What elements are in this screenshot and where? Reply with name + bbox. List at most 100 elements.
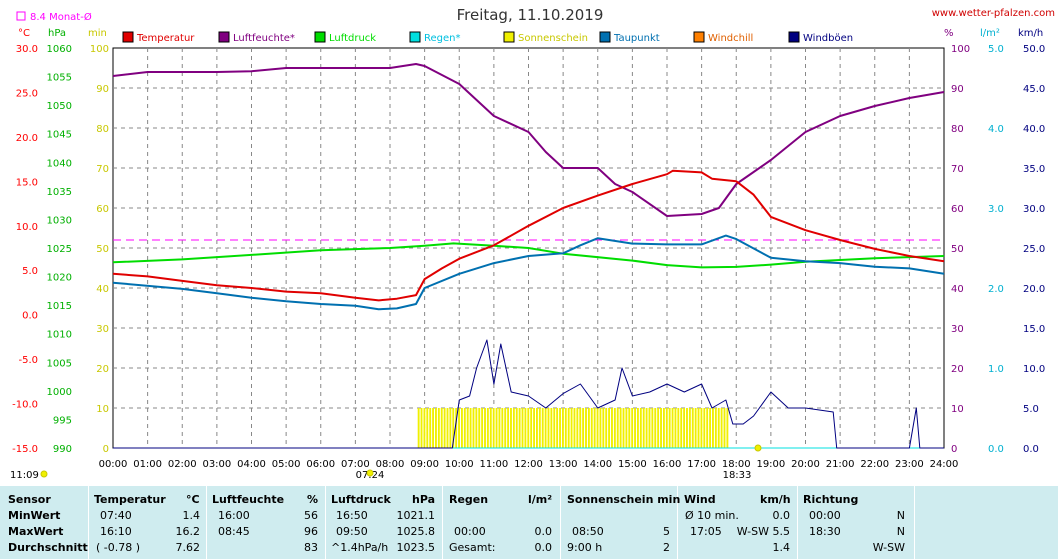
- tick-label-humidity_percent: 100: [951, 44, 970, 55]
- tick-label-time: 21:00: [826, 459, 855, 470]
- tick-label-time: 06:00: [306, 459, 335, 470]
- tick-label-sunshine_min: 10: [96, 404, 109, 415]
- avg-rain-label: Gesamt:: [449, 541, 496, 554]
- sunshine-bar: [553, 408, 556, 448]
- tick-label-temperature_c: 15.0: [16, 177, 38, 188]
- sunshine-bar: [700, 408, 703, 448]
- avg-dir-value: W-SW: [872, 541, 905, 554]
- tick-label-humidity_percent: 80: [951, 124, 964, 135]
- sunshine-bar: [691, 408, 694, 448]
- max-press-time: 09:50: [336, 525, 368, 538]
- sunshine-bar: [662, 408, 665, 448]
- sunshine-bar: [547, 408, 550, 448]
- tick-label-sunshine_min: 100: [90, 44, 109, 55]
- max-sun-time: 08:50: [572, 525, 604, 538]
- max-hum-time: 08:45: [218, 525, 250, 538]
- sunshine-bar: [518, 408, 521, 448]
- tick-label-time: 24:00: [930, 459, 959, 470]
- sunshine-bar: [616, 408, 619, 448]
- series-line-luftdruck: [112, 242, 945, 269]
- sunshine-bar: [541, 408, 544, 448]
- sunshine-bar: [631, 408, 634, 448]
- sunshine-bar: [510, 408, 512, 448]
- sunshine-bar: [613, 408, 616, 448]
- tick-label-pressure_hpa: 1030: [47, 215, 72, 226]
- sunshine-bar: [585, 408, 587, 448]
- chart-title: Freitag, 11.10.2019: [457, 6, 604, 24]
- sunshine-bar: [674, 408, 677, 448]
- tick-label-time: 00:00: [99, 459, 128, 470]
- tick-label-wind_kmh: 15.0: [1023, 324, 1045, 335]
- axis-labels: 30.0 25.0 20.0 15.0 10.0 5.0 0.0 -5.0 -10.0 -15.0…: [12, 44, 1045, 470]
- sunshine-bar: [625, 408, 628, 448]
- tick-label-humidity_percent: 60: [951, 204, 964, 215]
- min-temp-value: 1.4: [182, 509, 201, 522]
- sunshine-bar: [492, 408, 495, 448]
- sunshine-bar: [417, 408, 420, 448]
- max-wind-time: 17:05: [690, 525, 722, 538]
- sunshine-bar: [423, 408, 426, 448]
- sunshine-bar: [605, 408, 608, 448]
- site-link[interactable]: www.wetter-pfalzen.com: [932, 8, 1055, 19]
- tick-label-temperature_c: -10.0: [12, 400, 38, 411]
- sunshine-bar: [602, 408, 605, 448]
- sunshine-bar: [435, 408, 437, 448]
- sunset-label: 18:33: [723, 470, 752, 481]
- sunshine-bar: [475, 408, 478, 448]
- tick-label-humidity_percent: 30: [951, 324, 964, 335]
- legend-label: Regen*: [424, 33, 461, 44]
- hdr-hum-unit: %: [307, 493, 319, 506]
- min-wind-value: 0.0: [772, 509, 791, 522]
- legend-swatch: [122, 31, 134, 43]
- max-dir-time: 18:30: [809, 525, 841, 538]
- min-hum-value: 56: [304, 509, 318, 522]
- tick-label-sunshine_min: 50: [96, 244, 109, 255]
- sunshine-bar: [651, 408, 654, 448]
- legend-swatch: [788, 31, 800, 43]
- tick-label-humidity_percent: 10: [951, 404, 964, 415]
- tick-label-temperature_c: 10.0: [16, 222, 38, 233]
- sunshine-bar: [677, 408, 680, 448]
- stats-panel: Sensor Temperatur °C Luftfeuchte % Luftd…: [0, 486, 1058, 559]
- max-temp-value: 16.2: [175, 525, 201, 538]
- series-lines: [112, 63, 945, 449]
- sunshine-bar: [550, 408, 553, 448]
- max-temp-time: 16:10: [100, 525, 132, 538]
- tick-label-wind_kmh: 0.0: [1023, 444, 1039, 455]
- max-hum-value: 96: [304, 525, 318, 538]
- tick-label-time: 15:00: [618, 459, 647, 470]
- tick-label-temperature_c: 5.0: [22, 266, 38, 277]
- tick-label-time: 20:00: [791, 459, 820, 470]
- sunshine-bar: [460, 408, 463, 448]
- tick-label-time: 14:00: [583, 459, 612, 470]
- current-sun-icon: [40, 470, 48, 478]
- sunshine-bar: [486, 408, 489, 448]
- tick-label-time: 04:00: [237, 459, 266, 470]
- tick-label-pressure_hpa: 995: [53, 415, 72, 426]
- sunshine-bar: [683, 408, 686, 448]
- sunshine-bar: [587, 408, 590, 448]
- avg-sun-hours: 9:00 h: [567, 541, 603, 554]
- sunshine-bar: [446, 408, 449, 448]
- tick-label-rain_lm2: 0.0: [988, 444, 1004, 455]
- tick-label-wind_kmh: 50.0: [1023, 44, 1045, 55]
- sunshine-bar: [533, 408, 536, 448]
- tick-label-wind_kmh: 10.0: [1023, 364, 1045, 375]
- monthly-average-marker: [16, 11, 26, 21]
- min-press-value: 1021.1: [396, 509, 436, 522]
- tick-label-time: 03:00: [202, 459, 231, 470]
- unit-min: min: [88, 28, 107, 39]
- sunshine-bar: [440, 408, 443, 448]
- sunshine-bar: [452, 408, 455, 448]
- sunshine-bar: [570, 408, 573, 448]
- tick-label-time: 17:00: [687, 459, 716, 470]
- tick-label-time: 18:00: [722, 459, 751, 470]
- sunshine-bar: [567, 408, 570, 448]
- sunshine-bar: [498, 408, 501, 448]
- max-rain-value: 0.0: [534, 525, 553, 538]
- hdr-press-unit: hPa: [412, 493, 436, 506]
- sunshine-bar: [524, 408, 527, 448]
- tick-label-pressure_hpa: 1040: [47, 158, 72, 169]
- sunshine-bar: [608, 408, 611, 448]
- series-line-windböen: [113, 339, 944, 449]
